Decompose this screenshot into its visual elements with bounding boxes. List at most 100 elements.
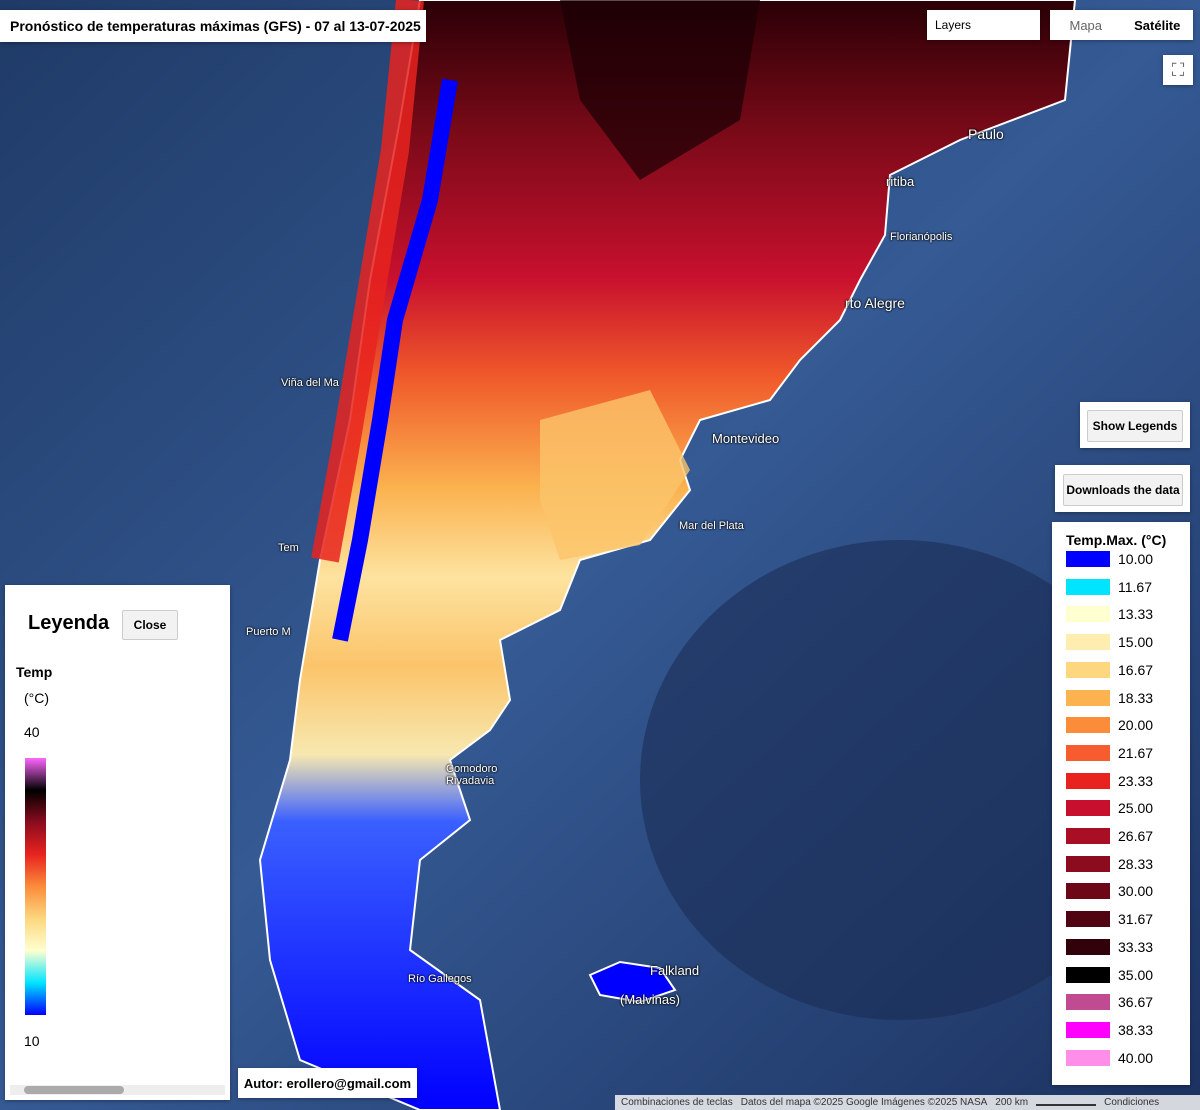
legend-max: 40 — [24, 724, 40, 740]
legend-swatch — [1066, 828, 1110, 844]
map-label: Tem — [278, 542, 299, 554]
keyboard-shortcuts[interactable]: Combinaciones de teclas — [621, 1097, 733, 1108]
legend-item: 30.00 — [1066, 883, 1154, 900]
legend-label: 25.00 — [1118, 800, 1154, 817]
legend-item: 31.67 — [1066, 911, 1154, 928]
scroll-thumb[interactable] — [24, 1086, 124, 1094]
show-legends-panel: Show Legends — [1080, 402, 1190, 448]
legend-label: 38.33 — [1118, 1021, 1154, 1038]
legend-swatch — [1066, 634, 1110, 651]
map-label: ritiba — [886, 174, 915, 189]
legend-item: 21.67 — [1066, 744, 1154, 761]
legend-swatch — [1066, 966, 1110, 983]
map-button[interactable]: Mapa — [1069, 17, 1103, 33]
map-label: Comodoro — [446, 763, 498, 775]
attribution: Combinaciones de teclas Datos del mapa ©… — [615, 1095, 1200, 1110]
legend-swatch — [1066, 717, 1110, 734]
north-hot — [560, 0, 760, 180]
legend-swatch — [1066, 1021, 1110, 1038]
download-button[interactable]: Downloads the data — [1063, 474, 1183, 506]
map-label: Viña del Ma — [281, 377, 339, 389]
andes-cold — [332, 78, 458, 642]
legend-item: 35.00 — [1066, 966, 1154, 983]
legend-item: 40.00 — [1066, 1049, 1154, 1066]
legend-swatch — [1066, 855, 1110, 872]
legend-item: 23.33 — [1066, 772, 1154, 789]
legend-swatch — [1066, 800, 1110, 817]
map-data: Datos del mapa ©2025 Google Imágenes ©20… — [740, 1097, 988, 1108]
legend-swatch — [1066, 606, 1110, 623]
legend-min: 10 — [24, 1033, 40, 1049]
legend-label: 31.67 — [1118, 911, 1154, 928]
map-label: Rivadavia — [446, 775, 495, 787]
layers-select[interactable]: Layers — [927, 10, 1040, 40]
legend-label: 18.33 — [1118, 689, 1154, 706]
legend-item: 11.67 — [1066, 578, 1152, 595]
legend-label: 21.67 — [1118, 744, 1154, 761]
map-label: (Malvinas) — [620, 992, 680, 1007]
legend-label: 28.33 — [1118, 855, 1154, 872]
legend-item: 16.67 — [1066, 661, 1154, 678]
legend-swatch — [1066, 883, 1110, 900]
scale: 200 km — [995, 1097, 1029, 1108]
legend-label: 13.33 — [1118, 606, 1154, 623]
terms[interactable]: Condiciones — [1104, 1097, 1160, 1108]
legend-item: 18.33 — [1066, 689, 1154, 706]
map-label: rto Alegre — [845, 295, 905, 311]
title: Pronóstico de temperaturas máximas (GFS)… — [0, 10, 426, 42]
legend-label: 30.00 — [1118, 883, 1154, 900]
class-legend-title: Temp.Max. (°C) — [1066, 532, 1167, 548]
legend-panel: Leyenda Close Temp (°C) 40 10 — [5, 585, 230, 1100]
legend-title: Leyenda — [28, 612, 110, 634]
legend-swatch — [1066, 689, 1110, 706]
map-label: Mar del Plata — [679, 520, 744, 532]
fullscreen-button[interactable]: ⛶ — [1163, 55, 1193, 85]
color-bar — [25, 758, 46, 1015]
legend-label: 20.00 — [1118, 717, 1154, 734]
legend-swatch — [1066, 661, 1110, 678]
legend-swatch — [1066, 1049, 1110, 1066]
show-legends-button[interactable]: Show Legends — [1087, 410, 1183, 442]
close-button[interactable]: Close — [122, 610, 178, 640]
map-label: Paulo — [968, 126, 1004, 142]
legend-swatch — [1066, 551, 1110, 567]
legend-label: 35.00 — [1118, 966, 1154, 983]
legend-item: 28.33 — [1066, 855, 1154, 872]
legend-item: 15.00 — [1066, 634, 1154, 651]
map-label: Florianópolis — [890, 231, 953, 243]
legend-swatch — [1066, 938, 1110, 955]
map-label: Montevideo — [712, 431, 780, 446]
legend-label: 15.00 — [1118, 634, 1154, 651]
map-label: Falkland — [650, 963, 700, 978]
andes-band — [311, 0, 424, 563]
legend-label: 11.67 — [1118, 578, 1152, 595]
legend-item: 38.33 — [1066, 1021, 1154, 1038]
legend-swatch — [1066, 994, 1110, 1011]
map-label: Río Gallegos — [408, 973, 472, 985]
satellite-button[interactable]: Satélite — [1134, 17, 1181, 33]
legend-swatch — [1066, 911, 1110, 928]
legend-unit: (°C) — [24, 690, 50, 706]
legend-label: 26.67 — [1118, 828, 1154, 844]
legend-item: 13.33 — [1066, 606, 1154, 623]
deep-basin — [640, 540, 1160, 1020]
falklands — [588, 960, 677, 1004]
legend-label: 16.67 — [1118, 661, 1154, 678]
legend-swatch — [1066, 744, 1110, 761]
legend-label: 33.33 — [1118, 938, 1154, 955]
pampas — [540, 390, 690, 560]
scrollbar[interactable] — [10, 1085, 225, 1095]
map-label: Puerto M — [246, 626, 291, 638]
legend-swatch — [1066, 578, 1110, 595]
legend-label: 40.00 — [1118, 1049, 1154, 1066]
legend-swatch — [1066, 772, 1110, 789]
download-panel: Downloads the data — [1055, 465, 1190, 512]
land — [258, 0, 1077, 1110]
legend-item: 25.00 — [1066, 800, 1154, 817]
legend-item: 26.67 — [1066, 828, 1153, 844]
map-type: Mapa Satélite — [1050, 10, 1193, 40]
legend-label: 10.00 — [1118, 551, 1154, 567]
legend-variable: Temp — [16, 664, 53, 680]
legend-label: 23.33 — [1118, 772, 1154, 789]
